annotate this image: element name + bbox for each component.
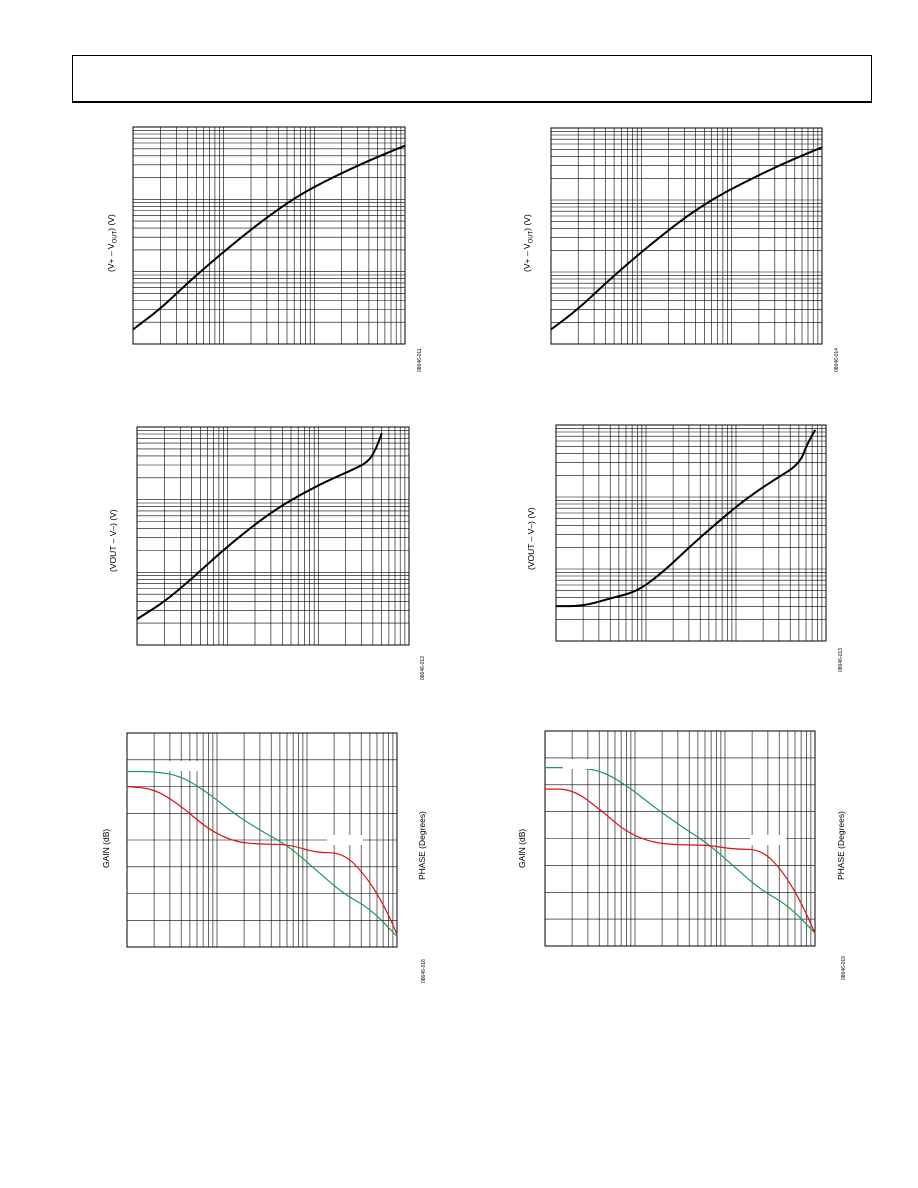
plot-frame — [132, 126, 406, 345]
page-header — [72, 55, 872, 103]
plot-bottom-left — [126, 732, 398, 948]
chart-top-left — [132, 126, 406, 345]
chart-bottom-left — [126, 732, 398, 948]
plot-frame — [555, 424, 827, 642]
ylabel-phase-right: PHASE (Degrees) — [836, 811, 846, 880]
figure-code-5: 08646-016 — [421, 959, 427, 983]
plot-top-right — [550, 127, 823, 345]
chart-bottom-right — [544, 730, 816, 947]
figure-code-4: 08646-013 — [838, 648, 844, 672]
ylabel-middle-left: (VOUT – V–) (V) — [108, 509, 118, 572]
phase-series-line — [126, 785, 398, 935]
ylabel-gain-right: GAIN (dB) — [517, 828, 527, 868]
plot-frame — [126, 732, 398, 948]
legend-box — [327, 835, 363, 845]
chart-middle-right — [555, 424, 827, 642]
figure-code-2: 08646-014 — [834, 348, 840, 372]
ylabel-phase-left: PHASE (Degrees) — [417, 811, 427, 880]
plot-frame — [544, 730, 816, 947]
gain-series-line — [126, 770, 398, 937]
ylabel-top-left: (V+ – VOUT) (V) — [106, 214, 119, 272]
data-series-line — [132, 144, 406, 331]
chart-top-right — [550, 127, 823, 345]
gain-series-line — [544, 767, 816, 934]
figure-code-3: 08646-013 — [420, 656, 426, 680]
figure-code-6: 08646-019 — [841, 956, 847, 980]
plot-frame — [550, 127, 823, 345]
data-series-line — [550, 146, 823, 331]
data-series-line — [136, 432, 383, 620]
plot-top-left — [132, 126, 406, 345]
legend-box — [169, 761, 199, 771]
ylabel-top-right: (V+ – VOUT) (V) — [522, 214, 535, 272]
plot-middle-left — [136, 426, 410, 646]
ylabel-middle-right: (VOUT – V–) (V) — [526, 507, 536, 570]
legend-box — [750, 835, 786, 845]
legend-box — [563, 759, 593, 769]
data-series-line — [555, 429, 817, 608]
chart-middle-left — [136, 426, 410, 646]
ylabel-gain-left: GAIN (dB) — [101, 828, 111, 868]
plot-bottom-right — [544, 730, 816, 947]
plot-middle-right — [555, 424, 827, 642]
phase-series-line — [545, 788, 816, 934]
plot-frame — [136, 426, 410, 646]
figure-code-1: 08646-011 — [417, 348, 423, 372]
